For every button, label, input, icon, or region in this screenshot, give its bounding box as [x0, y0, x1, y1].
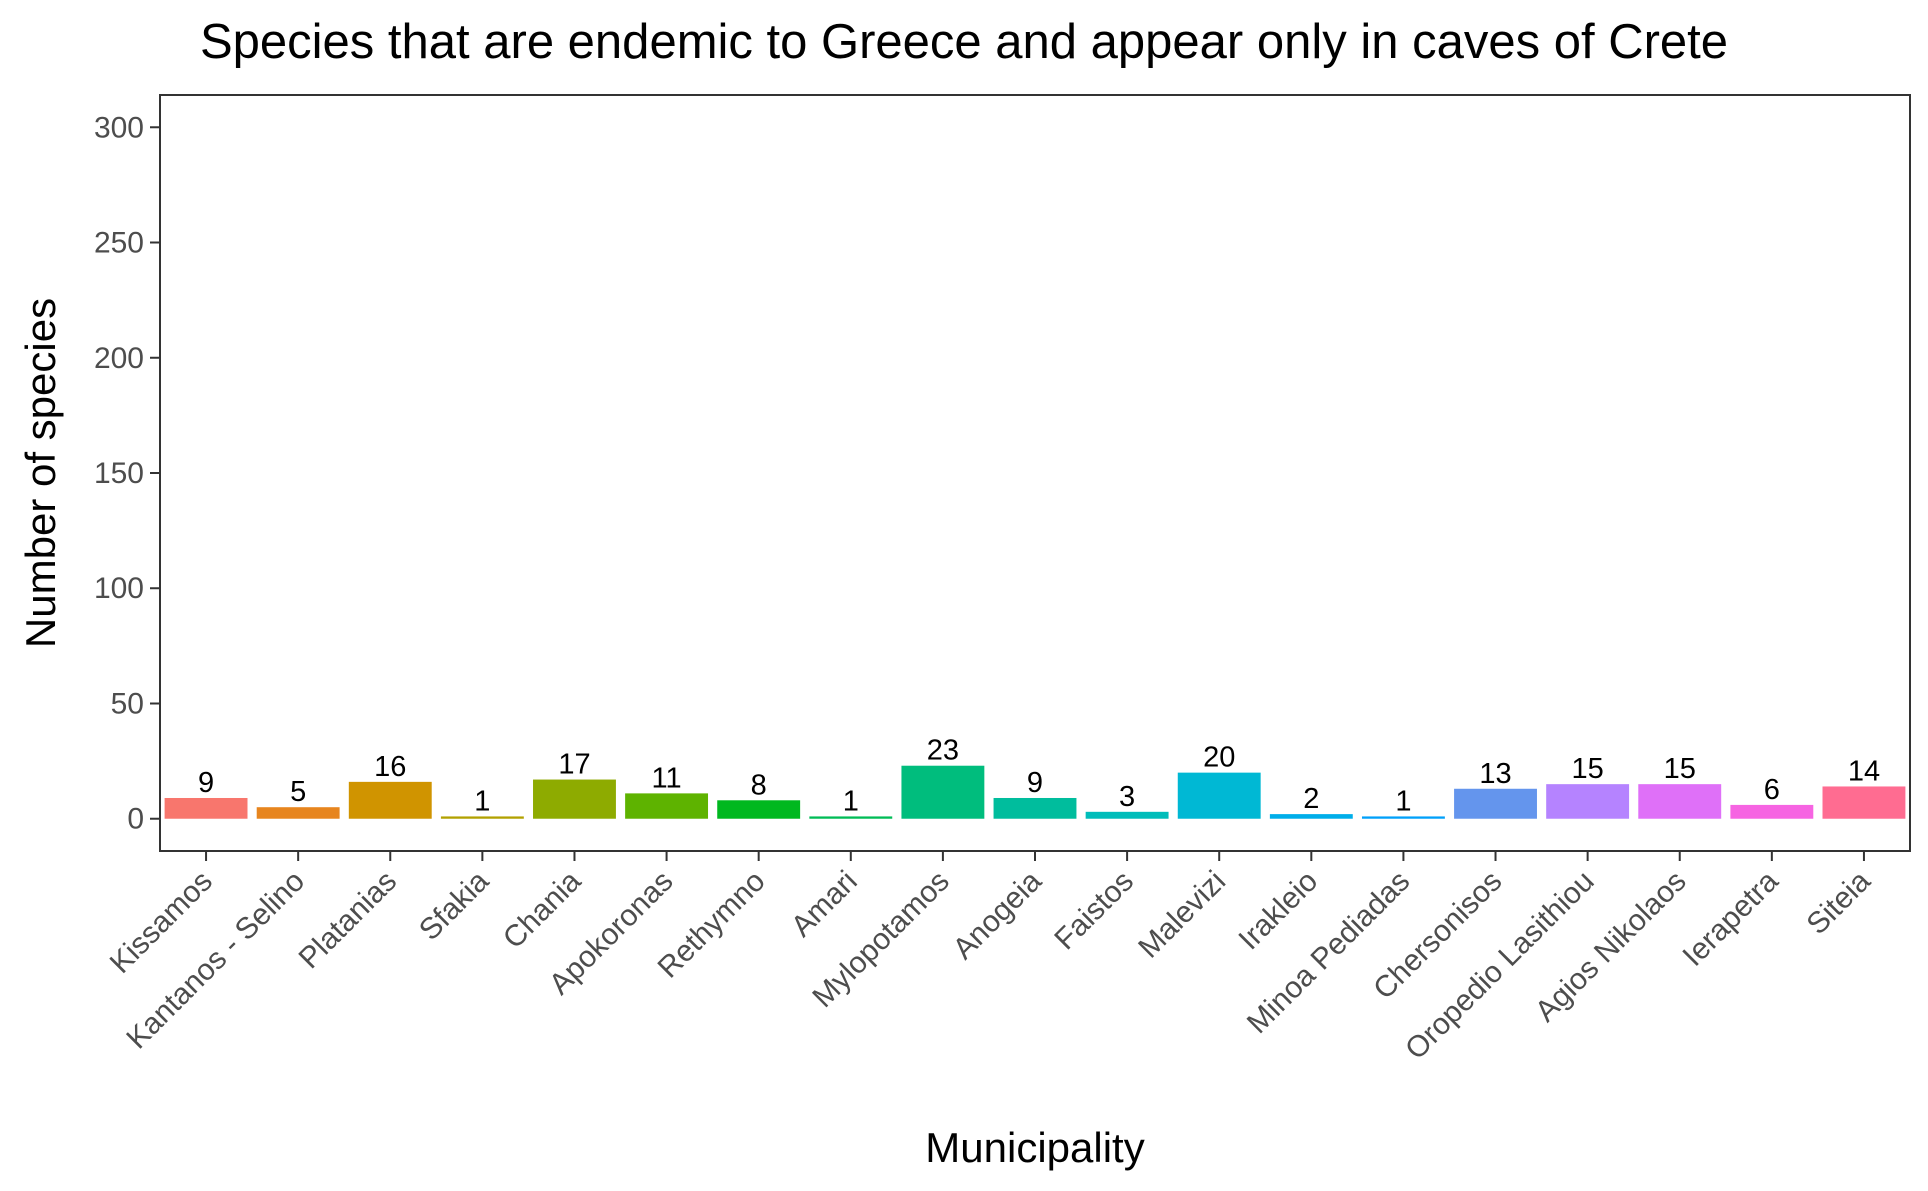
bar — [1546, 784, 1630, 819]
bar — [1454, 788, 1537, 819]
y-tick-label: 150 — [94, 457, 144, 490]
y-axis: 0 50 100 150 200 250 300 — [94, 111, 160, 836]
x-tick-label: Siteia — [1800, 864, 1877, 941]
bar — [625, 793, 709, 819]
bar-value-label: 9 — [198, 767, 214, 799]
bar-value-label: 9 — [1027, 767, 1043, 799]
x-tick-label: Malevizi — [1132, 865, 1232, 965]
y-tick-label: 200 — [94, 342, 144, 375]
chart-title: Species that are endemic to Greece and a… — [199, 15, 1729, 69]
bar — [1361, 816, 1445, 819]
bar-value-label: 6 — [1764, 774, 1780, 806]
bar — [1177, 772, 1261, 819]
y-tick-label: 250 — [94, 227, 144, 260]
bar — [809, 816, 893, 819]
bar-value-label: 17 — [558, 749, 590, 781]
bar — [993, 797, 1077, 819]
bar-value-label: 1 — [474, 785, 490, 817]
bar — [1822, 786, 1906, 819]
bar-value-label: 1 — [1395, 785, 1411, 817]
bar — [1638, 784, 1722, 819]
bar-value-label: 3 — [1119, 781, 1135, 813]
bar — [440, 816, 524, 819]
bar — [1730, 804, 1814, 819]
y-tick-label: 50 — [111, 687, 144, 720]
plot-panel-border — [159, 94, 1911, 852]
y-axis-title: Number of species — [17, 298, 64, 648]
bar — [533, 779, 616, 819]
bar — [256, 807, 340, 819]
bar-value-label: 14 — [1848, 755, 1880, 787]
bar-value-label: 15 — [1664, 753, 1696, 785]
bar — [1085, 811, 1169, 819]
x-tick-label: Faistos — [1048, 865, 1140, 957]
y-tick-label: 300 — [94, 111, 144, 144]
bar — [717, 800, 801, 819]
bar — [348, 781, 432, 819]
x-tick-label: Chania — [497, 864, 588, 955]
bar-labels-layer: 9 5 16 1 17 11 8 1 23 9 3 20 2 1 13 15 15 6 14 — [198, 735, 1880, 818]
x-tick-label: Anogeia — [947, 864, 1048, 965]
bar-value-label: 16 — [374, 751, 406, 783]
bar-value-label: 11 — [652, 762, 682, 794]
x-tick-label: Platanias — [293, 865, 404, 976]
x-tick-label: Amari — [785, 865, 864, 944]
bars-layer — [164, 765, 1906, 819]
bar-value-label: 13 — [1479, 758, 1511, 790]
x-tick-label: Minoa Pediadas — [1241, 865, 1416, 1040]
x-tick-label: Kantanos - Selino — [120, 865, 311, 1056]
y-tick-label: 0 — [127, 803, 144, 836]
bar-value-label: 15 — [1571, 753, 1603, 785]
bar-value-label: 8 — [751, 769, 767, 801]
bar-value-label: 23 — [927, 735, 959, 767]
bar-value-label: 1 — [843, 785, 859, 817]
bar-value-label: 5 — [290, 776, 306, 808]
bar-value-label: 2 — [1303, 783, 1319, 815]
bar — [1269, 814, 1353, 819]
x-tick-label: Ierapetra — [1677, 864, 1785, 972]
bar — [901, 765, 985, 819]
y-tick-label: 100 — [94, 572, 144, 605]
bar-value-label: 20 — [1203, 742, 1235, 774]
x-tick-label: Sfakia — [413, 864, 496, 947]
bar — [164, 797, 248, 819]
x-axis-title: Municipality — [925, 1124, 1144, 1171]
x-tick-label: Irakleio — [1233, 865, 1325, 957]
